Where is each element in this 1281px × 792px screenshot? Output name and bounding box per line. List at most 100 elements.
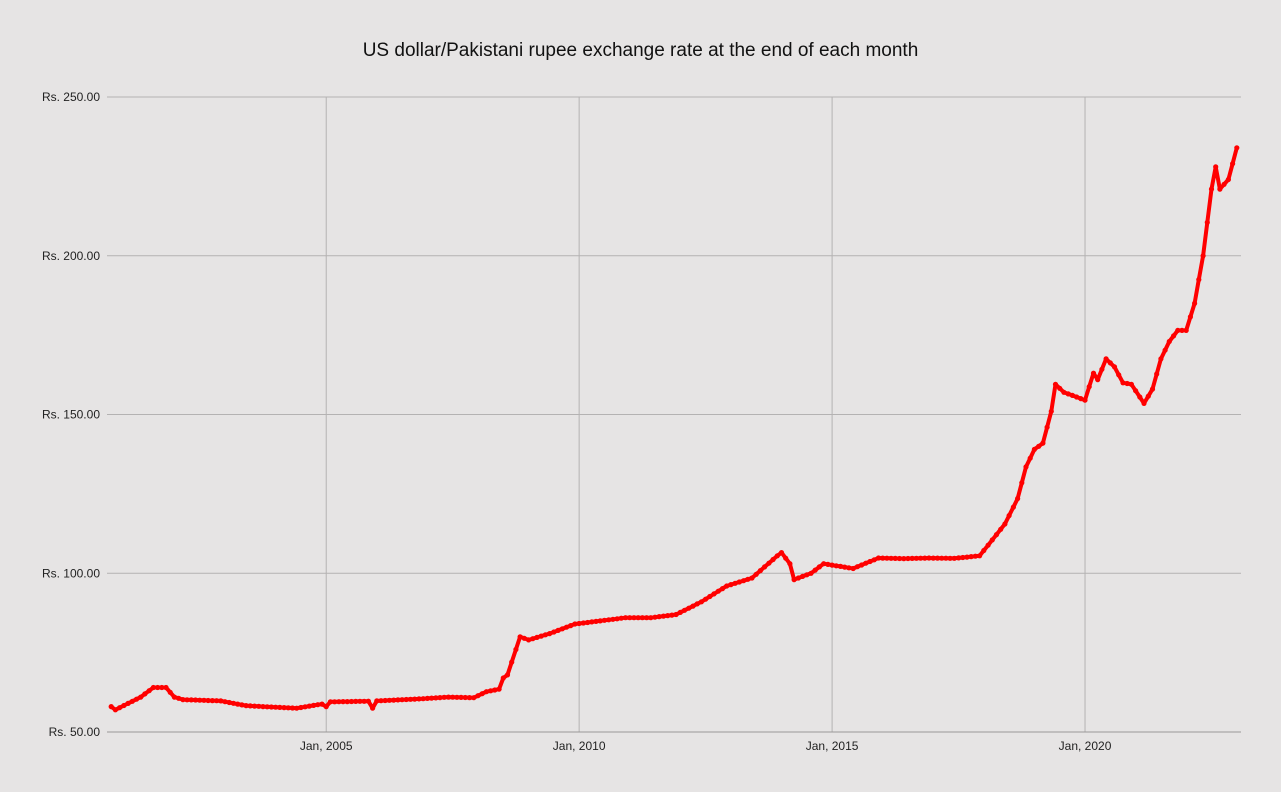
data-point (690, 603, 696, 609)
data-point (416, 696, 422, 702)
data-point (450, 694, 456, 700)
data-point (466, 695, 473, 701)
data-point (1015, 496, 1021, 502)
data-point (745, 576, 751, 582)
data-point (1133, 388, 1139, 394)
series-line-usd-pkr (109, 145, 1239, 712)
data-point (1065, 391, 1071, 397)
data-point (580, 620, 587, 626)
data-point (306, 703, 312, 709)
data-point (631, 615, 637, 621)
data-point (1175, 327, 1181, 333)
data-point (475, 693, 481, 699)
data-point (833, 563, 839, 569)
data-point (854, 564, 861, 570)
gridlines (107, 96, 1241, 733)
data-point (222, 699, 228, 705)
data-point (698, 599, 705, 605)
data-point (707, 593, 713, 600)
data-point (568, 623, 574, 629)
data-point (880, 555, 886, 561)
data-point (871, 557, 877, 563)
data-point (859, 562, 865, 568)
data-point (382, 697, 388, 704)
data-point (1137, 394, 1143, 400)
data-point (812, 567, 818, 573)
data-point (420, 696, 426, 702)
data-point (138, 694, 144, 700)
data-point (951, 555, 957, 561)
data-point (530, 636, 536, 642)
data-point (901, 556, 907, 562)
data-point (251, 703, 258, 709)
data-point (770, 556, 776, 563)
data-point (922, 555, 928, 561)
x-tick-label: Jan, 2010 (553, 739, 606, 753)
data-point (509, 659, 515, 665)
data-point (821, 561, 827, 567)
data-point (407, 696, 414, 702)
chart-title: US dollar/Pakistani rupee exchange rate … (362, 40, 919, 61)
data-point (589, 619, 595, 625)
data-point (361, 698, 367, 704)
data-point (918, 555, 924, 561)
data-point (576, 620, 582, 627)
data-point (281, 705, 287, 711)
data-point (956, 555, 962, 561)
data-point (226, 699, 232, 706)
data-point (374, 698, 380, 704)
data-point (171, 694, 177, 700)
data-point (639, 615, 646, 621)
data-point (892, 555, 898, 562)
data-point (1154, 371, 1160, 377)
data-point (146, 688, 152, 694)
data-point (551, 629, 557, 635)
data-point (1111, 364, 1118, 370)
data-point (829, 562, 835, 568)
data-point (610, 616, 616, 622)
data-point (230, 700, 237, 706)
data-point (243, 703, 249, 709)
data-point (1099, 366, 1105, 372)
data-point (555, 627, 561, 634)
data-point (403, 696, 409, 703)
data-point (108, 704, 114, 710)
data-point (1031, 446, 1037, 452)
data-point (867, 558, 873, 565)
data-point (1078, 396, 1084, 402)
data-point (1179, 327, 1185, 333)
data-point (239, 702, 245, 708)
data-point (1124, 380, 1130, 387)
x-tick-label: Jan, 2005 (300, 739, 353, 753)
data-point (391, 697, 397, 703)
data-point (412, 696, 418, 702)
data-point (273, 704, 279, 710)
data-point (311, 702, 317, 709)
data-point (694, 601, 700, 607)
data-point (673, 611, 679, 618)
data-point (753, 571, 759, 577)
data-point (471, 695, 477, 701)
data-point (989, 537, 995, 543)
data-point (1019, 480, 1025, 486)
data-point (1069, 392, 1075, 398)
data-point (741, 578, 747, 584)
data-point (1162, 347, 1168, 353)
data-point (1192, 300, 1198, 306)
data-point (264, 704, 270, 710)
data-point (1086, 384, 1092, 390)
data-point (1048, 408, 1054, 414)
data-point (774, 553, 780, 559)
data-point (703, 596, 709, 602)
data-point (180, 697, 186, 703)
data-point (783, 555, 789, 561)
data-point (985, 542, 991, 548)
data-point (762, 564, 768, 570)
data-point (585, 619, 591, 626)
data-point (319, 701, 325, 707)
data-point (323, 704, 329, 710)
data-point (429, 695, 435, 701)
data-point (686, 605, 692, 611)
data-point (715, 588, 721, 594)
data-point (1036, 443, 1042, 449)
